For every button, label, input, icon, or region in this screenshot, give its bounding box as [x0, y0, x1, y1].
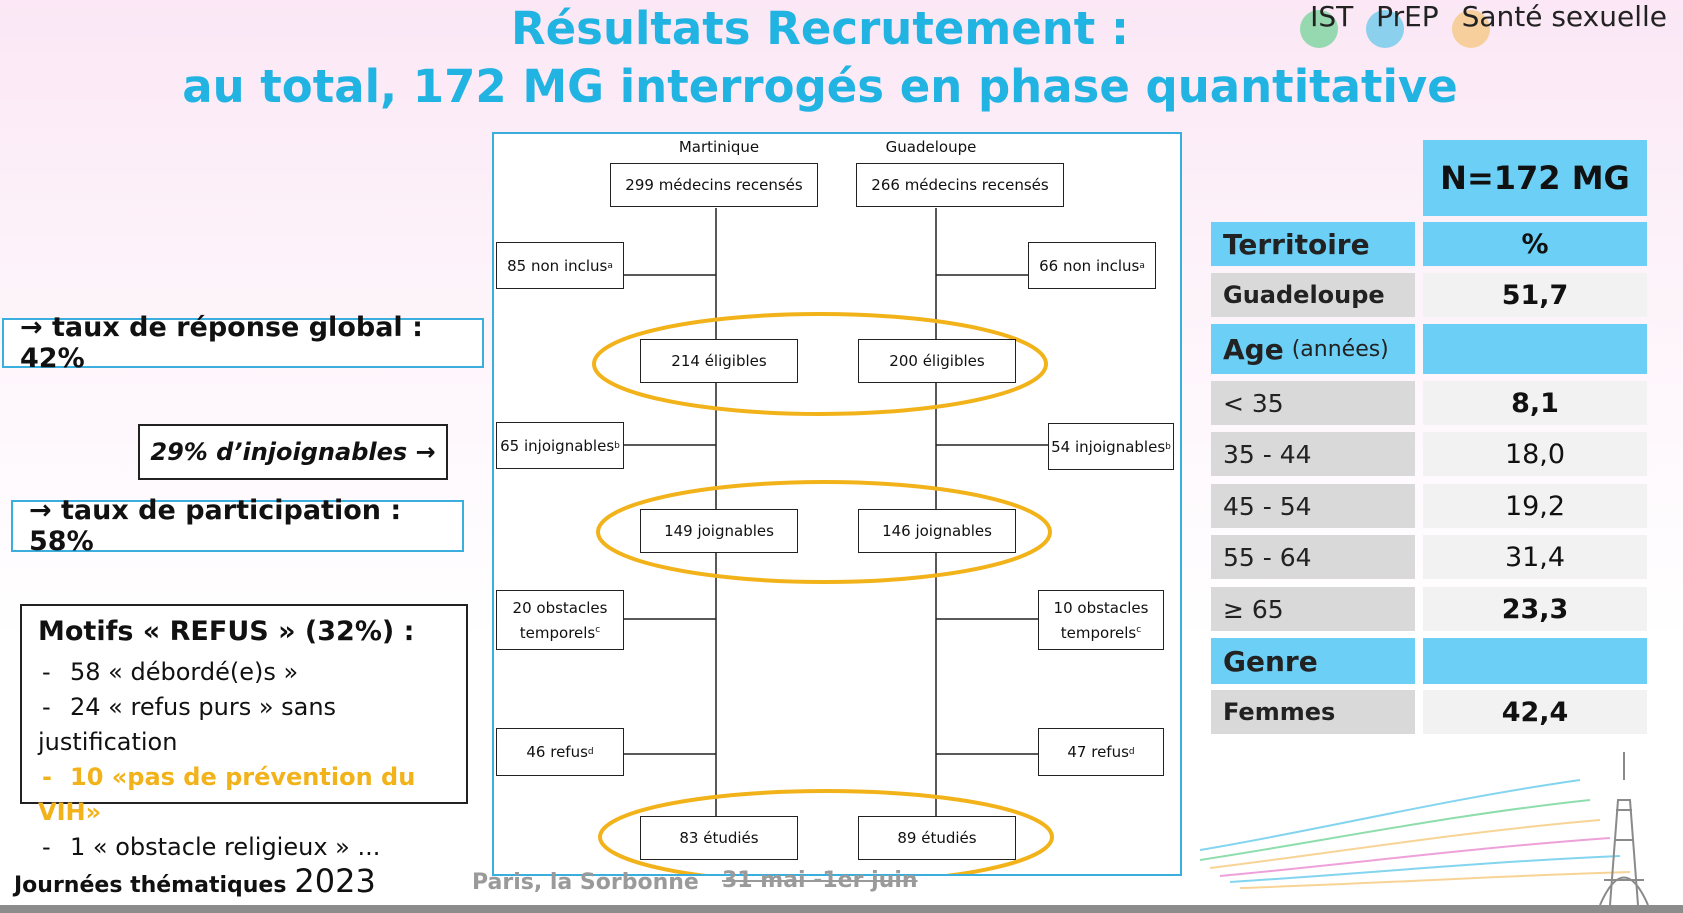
box-gp-recenses: 266 médecins recensés	[856, 163, 1064, 207]
box-mq-joignables: 149 joignables	[640, 509, 798, 553]
table-row: Femmes 42,4	[1203, 690, 1673, 734]
callout-taux-participation: → taux de participation : 58%	[11, 495, 464, 557]
slide-title-line2: au total, 172 MG interrogés en phase qua…	[182, 60, 1458, 113]
box-mq-refus: 46 refus d	[496, 728, 624, 776]
table-row: < 35 8,1	[1203, 381, 1673, 425]
tag-ist: IST	[1300, 0, 1353, 48]
tag-prep: PrEP	[1366, 0, 1439, 48]
column-martinique: Martinique	[678, 138, 760, 156]
box-gp-refus: 47 refus d	[1038, 728, 1164, 776]
column-guadeloupe: Guadeloupe	[885, 138, 977, 156]
box-mq-obstacles: 20 obstacles temporelsc	[496, 590, 624, 650]
list-item-highlight: 10 «pas de prévention du VIH»	[38, 760, 450, 830]
decorative-fiber-art	[1200, 752, 1649, 905]
footer-place: Paris, la Sorbonne	[472, 870, 699, 895]
list-item: 58 « débordé(e)s »	[38, 655, 450, 690]
table-header-row: N=172 MG	[1203, 140, 1673, 216]
table-row: Age (années)	[1203, 324, 1673, 374]
table-row: ≥ 65 23,3	[1203, 587, 1673, 631]
box-gp-non-inclus: 66 non inclus a	[1028, 242, 1156, 289]
table-row: Guadeloupe 51,7	[1203, 273, 1673, 317]
green-dot-icon	[1300, 10, 1339, 48]
box-mq-recenses: 299 médecins recensés	[610, 163, 818, 207]
table-row: 45 - 54 19,2	[1203, 484, 1673, 528]
box-gp-eligibles: 200 éligibles	[858, 339, 1016, 383]
callout-injoignables: 29% d’injoignables →	[138, 424, 448, 480]
footer-dates: 31 mai -1er juin	[722, 868, 918, 893]
box-gp-obstacles: 10 obstacles temporelsc	[1038, 590, 1164, 650]
refus-motifs-box: Motifs « REFUS » (32%) : 58 « débordé(e)…	[20, 604, 468, 861]
eiffel-tower-icon	[1599, 752, 1649, 905]
table-row: Genre	[1203, 638, 1673, 684]
table-row: 35 - 44 18,0	[1203, 432, 1673, 476]
box-gp-joignables: 146 joignables	[858, 509, 1016, 553]
refus-heading: Motifs « REFUS » (32%) :	[38, 616, 415, 647]
box-mq-injoignables: 65 injoignables b	[496, 422, 624, 469]
box-mq-eligibles: 214 éligibles	[640, 339, 798, 383]
tag-sante-sexuelle: Santé sexuelle	[1451, 0, 1667, 48]
bottom-bar	[0, 905, 1683, 913]
box-mq-etudies: 83 étudiés	[640, 816, 798, 860]
blue-dot-icon	[1366, 10, 1405, 48]
list-item: 24 « refus purs » sans justification	[38, 690, 450, 760]
topic-tags: IST PrEP Santé sexuelle	[1296, 0, 1667, 48]
list-item: 1 « obstacle religieux » ...	[38, 830, 450, 865]
callout-taux-reponse: → taux de réponse global : 42%	[2, 312, 484, 374]
refus-list: 58 « débordé(e)s » 24 « refus purs » san…	[38, 655, 450, 865]
footer-event: Journées thématiques 2023	[14, 862, 376, 900]
box-gp-injoignables: 54 injoignables b	[1048, 423, 1174, 470]
orange-dot-icon	[1451, 10, 1490, 48]
table-row: 55 - 64 31,4	[1203, 535, 1673, 579]
slide-title-line1: Résultats Recrutement :	[511, 2, 1129, 55]
table-row: Territoire %	[1203, 222, 1673, 266]
table-header-n: N=172 MG	[1423, 140, 1647, 216]
box-gp-etudies: 89 étudiés	[858, 816, 1016, 860]
box-mq-non-inclus: 85 non inclus a	[496, 242, 624, 289]
recruitment-flowchart: Martinique Guadeloupe 299 médecins recen…	[492, 132, 1182, 876]
